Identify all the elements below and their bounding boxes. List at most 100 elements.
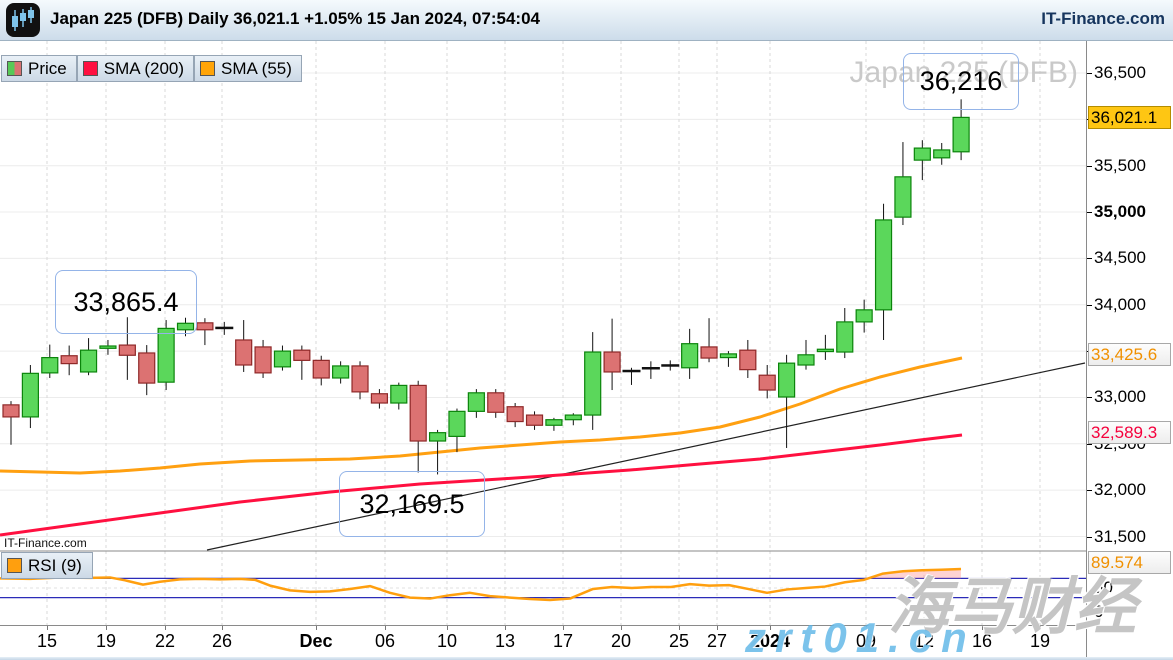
legend-price[interactable]: Price (1, 55, 77, 82)
candle-up (894, 176, 912, 218)
candle-down (293, 349, 311, 361)
candle-down (370, 393, 389, 404)
legend-sma55-label: SMA (55) (221, 58, 292, 78)
price-axis-tick (1087, 165, 1092, 167)
price-axis-tick (1087, 536, 1092, 538)
price-axis-tick (1087, 304, 1092, 306)
time-axis-tick (770, 626, 771, 630)
candle-up (777, 362, 796, 398)
time-axis-label: 2024 (749, 631, 791, 651)
sma55-value-label: 33,425.6 (1088, 343, 1171, 366)
price-swatch-icon (7, 61, 22, 76)
price-axis[interactable]: 05031,50032,00032,50033,00033,50034,0003… (1086, 40, 1173, 657)
cn-brand-watermark: 海马财经 (888, 573, 1137, 642)
price-axis-label: 31,500 (1094, 526, 1146, 546)
price-axis-label: 34,500 (1094, 248, 1146, 268)
rsi-axis-label: 0 (1094, 602, 1104, 621)
price-axis-label: 34,000 (1094, 294, 1146, 314)
candle-down (506, 406, 524, 423)
price-axis-label: 32,000 (1094, 480, 1146, 500)
time-axis[interactable]: 15 19 22 26 Dec 06 10 13 17 20 25 27 2024 09 12 16 19 (0, 625, 1086, 658)
candle-up (428, 432, 447, 442)
candle-up (273, 350, 292, 368)
time-axis-tick (982, 626, 983, 630)
time-axis-label: 22 (154, 631, 176, 651)
time-axis-label: 20 (610, 631, 632, 651)
candle-up (79, 349, 98, 373)
sma200-line (0, 433, 963, 537)
time-axis-tick (924, 626, 925, 630)
cn-site-watermark: zrt01.cn (745, 614, 976, 660)
trendline (206, 362, 1086, 551)
legend-sma200[interactable]: SMA (200) (76, 55, 195, 82)
sma200-swatch-icon (82, 61, 98, 76)
candle-down (2, 404, 20, 418)
candle-up (467, 392, 485, 412)
candle-up (836, 321, 854, 353)
time-axis-tick (447, 626, 448, 630)
price-legend-row: Price SMA (200) SMA (55) (1, 55, 302, 82)
time-axis-tick (165, 626, 166, 630)
price-axis-label: 35,500 (1094, 155, 1146, 175)
candle-up (448, 410, 466, 437)
price-axis-label: 35,000 (1094, 202, 1146, 222)
candle-down (525, 414, 544, 426)
legend-rsi[interactable]: RSI (9) (1, 552, 93, 579)
callout-january-high[interactable]: 36,216 (903, 53, 1019, 110)
sma55-swatch-icon (200, 61, 216, 76)
sma55-line (0, 356, 963, 475)
candle-up (99, 345, 117, 349)
brand-link[interactable]: IT-Finance.com (1041, 9, 1165, 28)
candle-down (312, 359, 330, 379)
time-axis-label: 19 (1029, 631, 1051, 651)
rsi-swatch-icon (7, 558, 22, 573)
candle-down (409, 384, 427, 442)
candle-down (118, 344, 136, 356)
time-axis-tick (385, 626, 386, 630)
candle-doji (622, 369, 641, 373)
time-axis-label: 12 (913, 631, 935, 651)
time-axis-tick (679, 626, 680, 630)
candle-down (700, 346, 718, 359)
callout-november-high[interactable]: 33,865.4 (55, 270, 197, 334)
candle-down (603, 351, 621, 373)
candle-up (913, 147, 931, 161)
time-axis-tick (866, 626, 867, 630)
candle-up (545, 419, 563, 426)
last-price-label: 36,021.1 (1088, 106, 1171, 129)
time-axis-label: 17 (552, 631, 574, 651)
candle-up (933, 149, 951, 159)
candle-up (952, 116, 970, 153)
time-axis-label: Dec (299, 631, 333, 651)
chart-watermark: Japan 225 (DFB) (849, 56, 1078, 89)
provider-watermark: IT-Finance.com (4, 536, 87, 550)
price-axis-tick (1087, 73, 1092, 74)
page-title: Japan 225 (DFB) Daily 36,021.1 +1.05% 15… (50, 9, 540, 28)
legend-rsi-label: RSI (9) (28, 555, 82, 575)
bottom-bar (0, 657, 1173, 660)
time-axis-label: 27 (706, 631, 728, 651)
time-axis-tick (47, 626, 48, 630)
time-axis-label: 06 (374, 631, 396, 651)
rsi-axis-label: 50 (1094, 578, 1113, 597)
price-axis-label: 33,000 (1094, 387, 1146, 407)
price-axis-tick (1087, 490, 1092, 492)
time-axis-tick (1040, 626, 1041, 630)
sma200-value-label: 32,589.3 (1088, 421, 1171, 444)
legend-sma55[interactable]: SMA (55) (194, 55, 302, 82)
candle-down (739, 349, 757, 371)
time-axis-label: 10 (436, 631, 458, 651)
candle-doji (641, 366, 660, 370)
candlestick-app-icon[interactable] (6, 3, 40, 37)
candle-down (254, 346, 272, 374)
callout-december-low[interactable]: 32,169.5 (339, 471, 485, 537)
time-axis-tick (717, 626, 718, 630)
price-axis-tick (1087, 443, 1092, 445)
candle-down (758, 374, 776, 391)
candle-doji (215, 326, 234, 330)
price-axis-tick (1087, 212, 1092, 214)
candle-up (21, 372, 39, 418)
candle-up (41, 356, 59, 374)
